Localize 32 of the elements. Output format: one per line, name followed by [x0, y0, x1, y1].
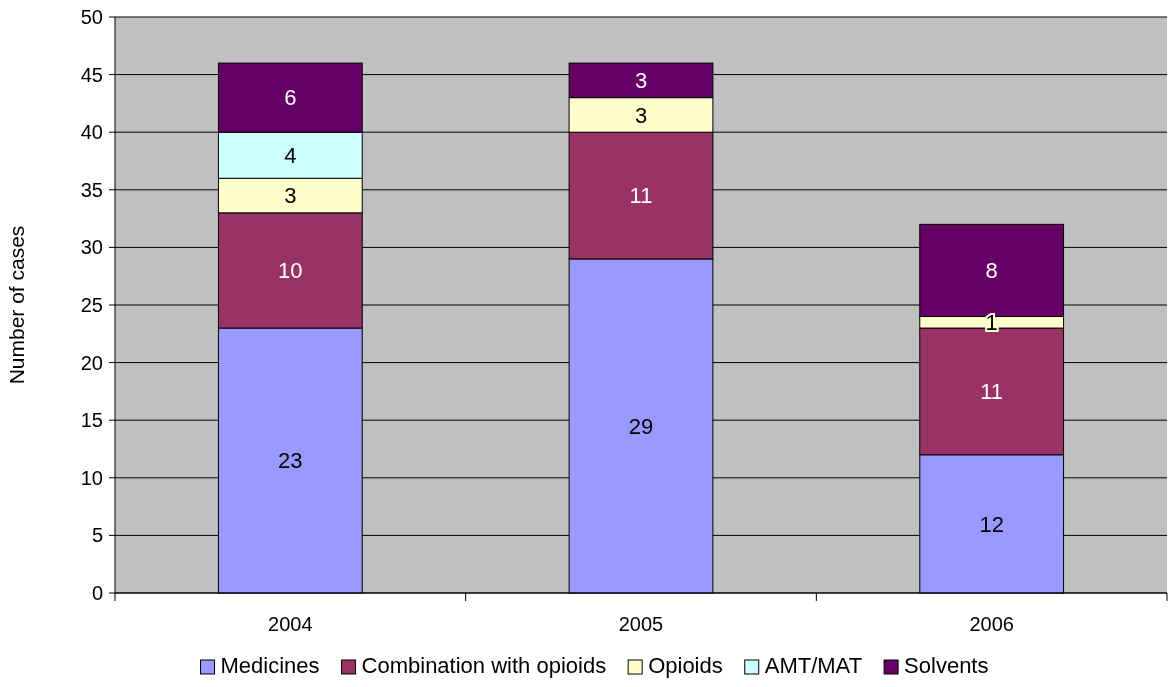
x-tick-label: 2006: [969, 613, 1014, 635]
legend-label: Solvents: [904, 653, 989, 678]
y-tick-label: 5: [91, 524, 103, 547]
y-tick-label: 0: [91, 582, 103, 604]
data-label: 10: [278, 258, 303, 284]
legend-label: AMT/MAT: [764, 653, 863, 678]
data-label: 6: [284, 85, 297, 111]
y-tick-label: 50: [80, 6, 103, 28]
x-tick-label: 2004: [268, 613, 313, 635]
y-tick-label: 20: [80, 351, 103, 374]
y-tick-label: 15: [80, 409, 103, 432]
data-label: 23: [278, 448, 303, 474]
x-tick-label: 2005: [618, 613, 664, 635]
data-label: 8: [985, 258, 998, 284]
y-tick-label: 45: [80, 63, 103, 86]
data-label: 11: [629, 183, 653, 209]
data-label: 12: [979, 511, 1004, 537]
y-tick-label: 40: [80, 121, 103, 144]
legend-label: Opioids: [648, 653, 723, 678]
data-label: 4: [284, 142, 297, 168]
legend-label: Combination with opioids: [361, 653, 607, 678]
y-tick-label: 30: [80, 236, 103, 259]
data-label: 29: [628, 413, 654, 439]
data-label: 3: [634, 102, 648, 128]
y-tick-label: 35: [80, 178, 103, 201]
data-label: 3: [284, 183, 297, 209]
y-tick-label: 10: [80, 466, 103, 489]
legend-label: Medicines: [220, 653, 320, 678]
data-label: 11: [980, 379, 1004, 405]
y-tick-label: 25: [80, 294, 103, 316]
y-axis-title: Number of cases: [5, 225, 28, 385]
data-label: 3: [634, 68, 648, 94]
